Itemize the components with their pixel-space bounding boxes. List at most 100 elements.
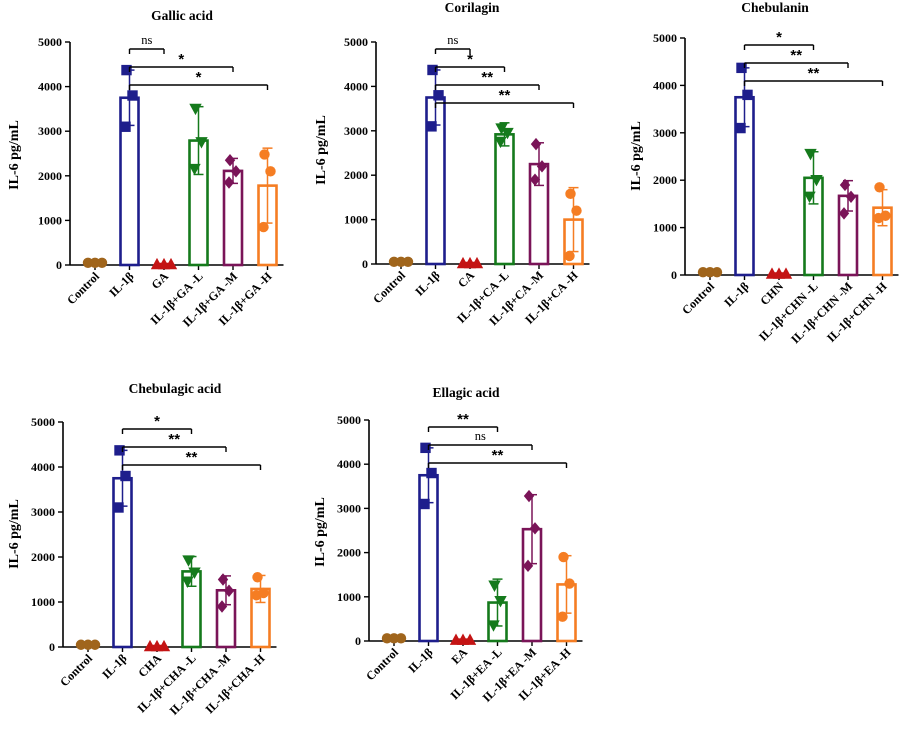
- chart-title: Gallic acid: [151, 8, 213, 23]
- x-tick-label: IL-1β: [106, 269, 136, 299]
- data-point: [188, 163, 201, 176]
- data-point: [89, 639, 101, 650]
- data-point: [120, 470, 131, 482]
- chart-panel: Gallic acid IL-6 pg/mL 0 1000 2000 3000 4000 50…: [7, 8, 284, 330]
- chart-panel: Ellagic acid IL-6 pg/mL 0 1000 2000 3000 4000 5…: [313, 385, 583, 705]
- y-tick-label: 5000: [38, 35, 62, 49]
- data-point: [427, 64, 438, 76]
- data-point: [874, 182, 885, 193]
- data-point: [426, 121, 437, 132]
- y-tick-label: 3000: [344, 124, 368, 138]
- y-tick-label: 3000: [38, 124, 62, 138]
- data-point: [181, 576, 194, 588]
- data-point: [536, 160, 548, 173]
- data-point: [810, 175, 823, 187]
- significance-label: **: [186, 449, 198, 466]
- y-tick-label: 5000: [653, 31, 677, 45]
- significance-label: *: [776, 29, 782, 46]
- x-tick-label: Control: [370, 268, 408, 306]
- data-point: [188, 567, 201, 579]
- x-tick-label: EA: [448, 645, 470, 667]
- y-tick-label: 2000: [38, 169, 62, 183]
- bar: [494, 133, 515, 266]
- y-tick-label: 5000: [337, 413, 361, 427]
- data-point: [230, 165, 242, 178]
- data-point: [564, 250, 575, 262]
- data-point: [501, 127, 514, 140]
- data-point: [127, 90, 138, 101]
- significance-label: **: [499, 87, 511, 104]
- chart-panel: Chebulanin IL-6 pg/mL 0 1000 2000 3000 4000 500…: [629, 0, 899, 346]
- x-tick-label: Control: [363, 645, 401, 683]
- data-point: [735, 122, 746, 134]
- y-tick-label: 1000: [344, 213, 368, 227]
- x-tick-label: IL-1β+CHA -H: [202, 651, 268, 717]
- data-point: [182, 555, 195, 567]
- data-point: [557, 611, 568, 622]
- significance-label: *: [154, 413, 160, 430]
- y-tick-label: 3000: [337, 501, 361, 515]
- y-axis-label: IL-6 pg/mL: [7, 120, 22, 190]
- data-point: [488, 580, 501, 592]
- y-tick-label: 4000: [31, 460, 55, 474]
- y-tick-label: 0: [49, 640, 55, 654]
- y-tick-label: 2000: [344, 168, 368, 182]
- x-tick-label: CHN: [757, 279, 786, 308]
- data-point: [470, 256, 484, 269]
- x-tick-label: IL-1β: [405, 645, 435, 675]
- y-tick-label: 1000: [653, 221, 677, 235]
- x-tick-label: Control: [679, 279, 717, 317]
- y-tick-label: 0: [355, 634, 361, 648]
- data-point: [121, 64, 132, 76]
- data-point: [420, 442, 431, 454]
- y-axis-label: IL-6 pg/mL: [314, 115, 329, 185]
- data-point: [487, 620, 500, 632]
- data-point: [522, 559, 534, 573]
- data-point: [164, 257, 178, 270]
- data-point: [265, 166, 276, 177]
- y-tick-label: 5000: [31, 415, 55, 429]
- data-point: [258, 587, 269, 599]
- data-point: [803, 191, 816, 203]
- data-point: [195, 137, 208, 149]
- data-point: [223, 176, 235, 189]
- significance-label: ns: [141, 33, 152, 47]
- y-tick-label: 1000: [31, 595, 55, 609]
- data-point: [571, 205, 582, 216]
- data-point: [223, 584, 235, 597]
- data-point: [494, 136, 507, 149]
- significance-label: **: [481, 69, 493, 86]
- y-tick-label: 1000: [38, 213, 62, 227]
- data-point: [157, 639, 171, 652]
- y-tick-label: 4000: [344, 79, 368, 93]
- data-point: [804, 148, 817, 161]
- y-tick-label: 3000: [31, 505, 55, 519]
- data-point: [565, 188, 576, 200]
- significance-label: *: [467, 51, 473, 68]
- y-tick-label: 0: [56, 258, 62, 272]
- data-point: [494, 596, 507, 608]
- x-tick-label: IL-1β: [412, 268, 442, 298]
- significance-label: **: [808, 65, 820, 82]
- data-point: [845, 190, 857, 203]
- significance-label: **: [492, 447, 504, 464]
- x-tick-label: IL-1β: [99, 651, 129, 681]
- data-point: [838, 207, 850, 220]
- y-tick-label: 0: [671, 268, 677, 282]
- data-point: [529, 173, 541, 186]
- data-point: [395, 633, 407, 644]
- data-point: [433, 90, 444, 101]
- data-point: [402, 256, 414, 267]
- chart-panel: Chebulagic acid IL-6 pg/mL 0 1000 2000 3000 40…: [7, 381, 277, 718]
- data-point: [216, 600, 228, 613]
- data-point: [711, 266, 723, 278]
- data-point: [558, 551, 569, 563]
- data-point: [839, 178, 851, 192]
- x-tick-label: IL-1β+CHN -H: [824, 279, 890, 345]
- significance-label: *: [178, 51, 184, 68]
- x-tick-label: IL-1β: [721, 279, 751, 309]
- y-tick-label: 2000: [653, 173, 677, 187]
- chart-title: Chebulagic acid: [129, 381, 222, 396]
- chart-title: Chebulanin: [741, 0, 809, 15]
